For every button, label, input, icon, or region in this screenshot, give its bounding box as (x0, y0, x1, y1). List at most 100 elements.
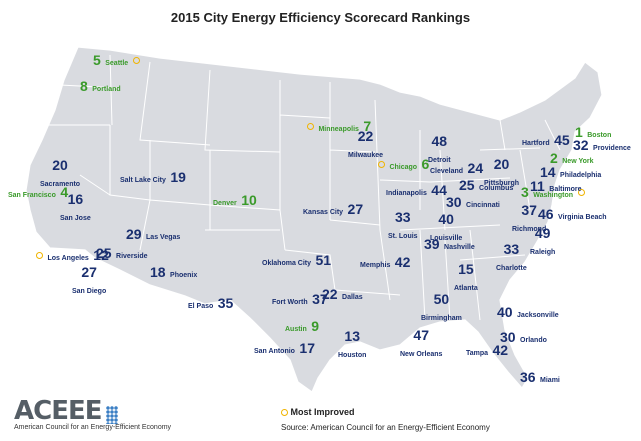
city-rank: 33 (503, 241, 520, 257)
source-note: Source: American Council for an Energy-E… (281, 423, 490, 432)
city-label-washington: 3 Washington (521, 185, 585, 201)
most-improved-marker-icon (378, 161, 385, 169)
city-name: Charlotte (496, 265, 527, 272)
city-rank: 35 (217, 295, 234, 311)
city-label-raleigh: 49 Raleigh (530, 226, 555, 258)
city-rank: 11 (530, 178, 545, 194)
city-name: Washington (533, 192, 574, 199)
city-label-austin: Austin 9 (285, 319, 319, 335)
city-name: San Jose (60, 215, 91, 222)
legend: Most Improved (281, 407, 355, 417)
city-rank: 22 (322, 286, 338, 302)
city-name: Jacksonville (517, 312, 559, 319)
city-label-providence: 32 Providence (573, 138, 631, 154)
city-name: Riverside (116, 253, 148, 260)
most-improved-marker-icon (307, 123, 314, 131)
city-label-las-vegas: 29 Las Vegas (126, 227, 180, 243)
city-label-pittsburgh: 20 Pittsburgh (484, 157, 519, 189)
city-name: Richmond (512, 226, 547, 233)
city-rank: 4 (60, 184, 69, 200)
city-rank: 33 (394, 209, 411, 225)
city-rank: 37 (312, 291, 328, 307)
most-improved-marker-icon (36, 252, 43, 260)
city-rank: 44 (431, 182, 447, 198)
city-rank: 8 (80, 78, 88, 94)
city-label-denver: Denver 10 (213, 193, 257, 209)
city-name: Detroit (428, 157, 451, 164)
city-rank: 19 (170, 169, 186, 185)
city-label-seattle: 5 Seattle (93, 53, 140, 69)
city-rank: 20 (52, 157, 68, 173)
city-name: San Antonio (254, 348, 295, 355)
city-rank: 25 (459, 177, 475, 193)
most-improved-marker-icon (132, 57, 140, 65)
city-label-dallas: 22 Dallas (322, 287, 363, 303)
city-label-louisville: 40 Louisville (430, 212, 462, 244)
city-rank: 12 (93, 247, 109, 263)
city-label-portland: 8 Portland (80, 79, 121, 95)
city-name: Tampa (466, 350, 489, 357)
city-rank: 32 (573, 137, 589, 153)
city-name: Columbus (479, 185, 514, 192)
city-name: Fort Worth (272, 299, 308, 306)
city-rank: 15 (458, 261, 474, 277)
most-improved-marker-icon (281, 409, 288, 417)
city-label-los-angeles: Los Angeles 12 (36, 248, 109, 264)
city-rank: 7 (363, 118, 372, 134)
city-rank: 9 (311, 318, 320, 334)
city-name: Seattle (105, 60, 129, 67)
city-label-miami: 36 Miami (520, 370, 560, 386)
city-name: Portland (92, 86, 121, 93)
city-rank: 5 (93, 52, 101, 68)
city-rank: 27 (347, 201, 364, 217)
city-label-chicago: Chicago 6 (378, 157, 429, 173)
city-name: Houston (338, 352, 367, 359)
city-name: Boston (587, 132, 612, 139)
city-rank: 6 (421, 156, 430, 172)
city-label-virginia-beach: 46 Virginia Beach (538, 207, 607, 223)
city-rank: 30 (446, 194, 462, 210)
map-title: 2015 City Energy Efficiency Scorecard Ra… (170, 10, 471, 25)
city-label-indianapolis: Indianapolis 44 (386, 183, 447, 199)
city-label-charlotte: 33 Charlotte (496, 242, 527, 274)
city-rank: 16 (67, 191, 84, 207)
city-name: El Paso (188, 303, 214, 310)
city-label-atlanta: 15 Atlanta (454, 262, 478, 294)
city-rank: 18 (150, 264, 166, 280)
city-label-kansas-city: Kansas City 27 (303, 202, 363, 218)
city-name: Denver (213, 200, 237, 207)
city-label-san-antonio: San Antonio 17 (254, 341, 315, 357)
city-name: Orlando (520, 337, 547, 344)
city-label-houston: 13 Houston (338, 329, 366, 361)
city-label-memphis: Memphis 42 (360, 255, 410, 271)
city-label-birmingham: 50 Birmingham (421, 292, 462, 324)
city-label-san-francisco: San Francisco 4 (8, 185, 68, 201)
city-rank: 25 (96, 245, 112, 261)
aceee-logo: ACEEE American Council for an Energy-Eff… (14, 396, 171, 431)
city-name: Hartford (522, 140, 550, 147)
city-rank: 45 (554, 132, 570, 148)
city-name: Minneapolis (318, 126, 359, 133)
city-label-fort-worth: Fort Worth 37 (272, 292, 328, 308)
city-name: Atlanta (454, 285, 478, 292)
legend-most-improved-label: Most Improved (290, 407, 355, 417)
city-name: Birmingham (421, 315, 462, 322)
city-name: Oklahoma City (262, 260, 312, 267)
city-name: Cincinnati (466, 202, 500, 209)
city-rank: 42 (394, 254, 411, 270)
city-name: Indianapolis (386, 190, 427, 197)
city-rank: 17 (299, 340, 315, 356)
city-name: San Diego (72, 288, 107, 295)
city-name: Nashville (444, 244, 475, 251)
city-name: Dallas (342, 294, 363, 301)
city-name: New York (562, 158, 594, 165)
city-label-tampa: Tampa 42 (466, 343, 508, 359)
city-name: Austin (285, 326, 307, 333)
city-name: Los Angeles (47, 255, 89, 262)
city-rank: 50 (433, 291, 450, 307)
city-name: Chicago (389, 164, 418, 171)
city-rank: 14 (540, 164, 556, 180)
city-name: Milwaukee (348, 152, 384, 159)
